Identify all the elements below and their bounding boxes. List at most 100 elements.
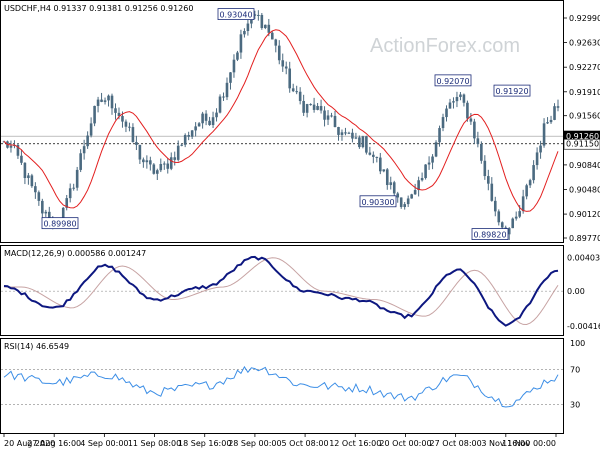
price-candle bbox=[298, 87, 302, 105]
price-candle bbox=[361, 135, 365, 149]
price-candle bbox=[302, 94, 305, 116]
price-candle bbox=[525, 183, 528, 200]
price-candle bbox=[124, 119, 128, 133]
price-candle bbox=[291, 83, 295, 93]
price-candle bbox=[93, 105, 96, 127]
price-candle bbox=[546, 117, 549, 125]
price-candle bbox=[445, 105, 448, 122]
price-candle bbox=[215, 108, 218, 122]
watermark-text: ActionForex.com bbox=[370, 35, 520, 57]
price-candle bbox=[197, 121, 201, 127]
price-candle bbox=[232, 54, 236, 78]
time-tick-label: 18 Sep 16:00 bbox=[178, 439, 231, 448]
rsi-panel[interactable] bbox=[0, 338, 564, 434]
ref-price-badge: 0.91150 bbox=[563, 138, 600, 150]
price-candle bbox=[337, 126, 340, 141]
price-candle bbox=[107, 94, 110, 107]
price-candle bbox=[100, 92, 103, 103]
price-candle bbox=[183, 133, 187, 148]
price-annotation: 0.91920 bbox=[493, 84, 531, 97]
rsi-line bbox=[3, 365, 559, 408]
price-candle bbox=[316, 102, 319, 111]
price-candle bbox=[487, 169, 490, 191]
price-candle bbox=[347, 131, 351, 135]
price-candle bbox=[455, 91, 459, 108]
price-candle bbox=[27, 172, 30, 185]
price-candle bbox=[41, 198, 44, 220]
price-candle bbox=[236, 50, 239, 62]
price-candle bbox=[354, 132, 358, 140]
price-candle bbox=[257, 10, 260, 21]
price-candle bbox=[392, 180, 396, 197]
current-price-label: 0.91260 bbox=[566, 132, 599, 141]
price-annotation: 0.93040 bbox=[217, 8, 255, 20]
price-candle bbox=[162, 161, 166, 170]
price-candle bbox=[253, 10, 257, 20]
price-candle bbox=[476, 131, 480, 148]
price-candle bbox=[420, 172, 424, 182]
price-candle bbox=[441, 113, 445, 132]
price-candle bbox=[549, 115, 553, 124]
price-candle bbox=[434, 140, 438, 158]
price-candle bbox=[239, 29, 243, 59]
price-candle bbox=[469, 113, 473, 125]
price-candle bbox=[344, 127, 347, 136]
price-candle bbox=[473, 118, 476, 144]
price-candle bbox=[424, 164, 427, 180]
price-candle bbox=[406, 195, 410, 208]
price-tick-label: 0.90840 bbox=[569, 161, 600, 170]
time-tick-label: 11 Sep 08:00 bbox=[128, 439, 181, 448]
price-tick-label: 0.90120 bbox=[569, 210, 600, 219]
time-tick-label: 3 Nov 16:00 bbox=[481, 439, 530, 448]
symbol-info: USDCHF,H4 0.91337 0.91381 0.91256 0.9126… bbox=[4, 4, 193, 13]
price-candle bbox=[372, 151, 375, 164]
price-tick-label: 0.92990 bbox=[569, 14, 600, 23]
time-tick-label: 4 Sep 00:00 bbox=[80, 439, 128, 448]
macd-series-layer bbox=[1, 255, 563, 327]
price-candle bbox=[305, 103, 309, 118]
price-candle bbox=[448, 98, 452, 109]
price-tick-label: 0.90480 bbox=[569, 185, 600, 194]
price-candle bbox=[142, 157, 145, 168]
price-candle bbox=[556, 99, 560, 112]
price-candle bbox=[326, 110, 330, 126]
price-candle bbox=[490, 177, 494, 202]
price-candle bbox=[403, 201, 406, 210]
price-candle bbox=[431, 154, 434, 170]
price-candle bbox=[79, 149, 82, 173]
price-candle bbox=[385, 168, 389, 190]
time-tick-label: 28 Sep 00:00 bbox=[228, 439, 281, 448]
rsi-series-layer bbox=[1, 365, 563, 408]
price-candle bbox=[128, 122, 131, 132]
price-candle bbox=[288, 61, 292, 93]
price-candle bbox=[483, 155, 487, 180]
price-annotation-label: 0.89980 bbox=[43, 220, 76, 229]
price-candle bbox=[65, 194, 69, 211]
price-candle bbox=[480, 141, 483, 164]
price-candle bbox=[114, 103, 117, 120]
price-candle bbox=[44, 209, 48, 217]
price-candle bbox=[379, 152, 382, 175]
price-axis: 0.92990 0.92630 0.92270 0.91910 0.91560 0.912… bbox=[563, 14, 600, 243]
price-candle bbox=[539, 140, 542, 159]
price-candle bbox=[319, 99, 323, 114]
rsi-tick-label: 100 bbox=[570, 339, 585, 348]
rsi-tick-label: 70 bbox=[570, 365, 580, 374]
price-candle bbox=[493, 196, 497, 217]
price-candle bbox=[260, 13, 264, 30]
macd-tick-label: 0.004039 bbox=[567, 253, 600, 262]
price-candle bbox=[152, 163, 156, 175]
price-candle bbox=[110, 93, 114, 115]
price-candle bbox=[459, 92, 462, 101]
price-candle bbox=[222, 92, 225, 101]
price-candle bbox=[30, 173, 34, 188]
macd-line bbox=[3, 255, 559, 327]
macd-tick-label: 0.00 bbox=[567, 287, 585, 296]
price-candle bbox=[135, 135, 138, 151]
macd-axis: 0.004039 0.00 -0.00416 bbox=[567, 253, 600, 331]
price-candle bbox=[34, 182, 37, 199]
price-candle bbox=[187, 131, 190, 141]
price-candle bbox=[365, 135, 368, 155]
price-candle bbox=[190, 129, 194, 140]
